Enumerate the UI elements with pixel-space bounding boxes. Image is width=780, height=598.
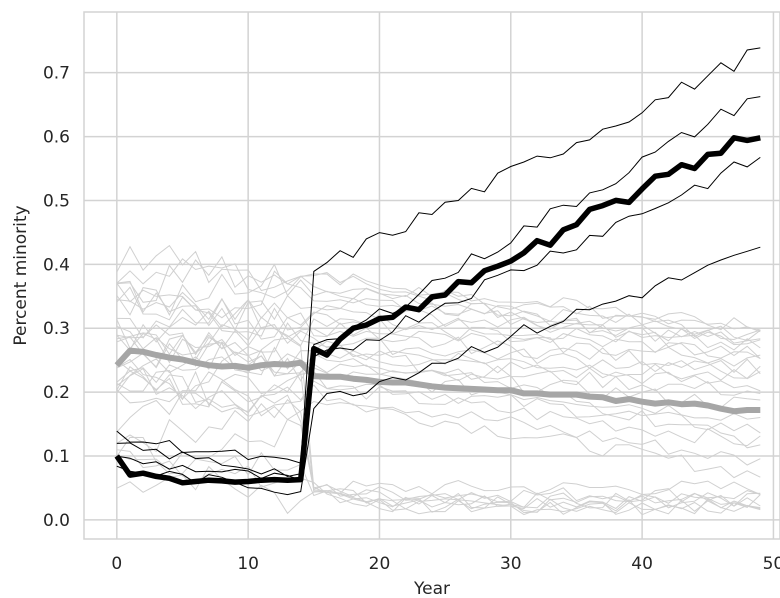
black-individual-line bbox=[116, 96, 761, 478]
light-series-line bbox=[116, 280, 761, 346]
light-series-line bbox=[116, 319, 761, 379]
black-individual-line bbox=[116, 246, 761, 496]
y-tick-label: 0.1 bbox=[43, 447, 70, 467]
x-tick-label: 30 bbox=[500, 554, 522, 574]
y-tick-labels: 0.0 0.1 0.2 0.3 0.4 0.5 0.6 0.7 bbox=[43, 64, 70, 531]
light-series-line bbox=[116, 244, 761, 360]
light-series-line bbox=[116, 436, 761, 510]
light-series-line bbox=[116, 391, 761, 496]
light-series-line bbox=[116, 282, 761, 344]
light-series-line bbox=[116, 368, 761, 447]
gray-mean-series bbox=[114, 347, 761, 415]
x-tick-labels: 0 10 20 30 40 50 bbox=[111, 554, 780, 574]
y-tick-label: 0.3 bbox=[43, 319, 70, 339]
light-series-line bbox=[116, 324, 761, 381]
y-tick-label: 0.0 bbox=[43, 511, 70, 531]
y-tick-label: 0.4 bbox=[43, 255, 70, 275]
light-series-line bbox=[116, 418, 761, 509]
light-series-line bbox=[116, 365, 761, 466]
x-tick-label: 50 bbox=[763, 554, 780, 574]
light-series-line bbox=[116, 398, 761, 503]
light-series-line bbox=[116, 358, 761, 509]
y-tick-label: 0.6 bbox=[43, 128, 70, 148]
y-tick-label: 0.7 bbox=[43, 64, 70, 84]
x-tick-label: 40 bbox=[631, 554, 653, 574]
light-series-group bbox=[116, 244, 761, 516]
light-series-line bbox=[116, 258, 761, 333]
light-series-line bbox=[116, 263, 761, 341]
light-series-line bbox=[116, 337, 761, 515]
light-series-line bbox=[116, 316, 761, 375]
light-series-line bbox=[116, 299, 761, 367]
y-tick-label: 0.5 bbox=[43, 191, 70, 211]
black-individual-line bbox=[116, 47, 761, 464]
y-axis-label: Percent minority bbox=[11, 205, 31, 345]
x-tick-label: 20 bbox=[369, 554, 391, 574]
x-axis-label: Year bbox=[413, 579, 450, 598]
grid-lines bbox=[84, 12, 780, 539]
black-individual-line bbox=[116, 156, 761, 481]
light-series-line bbox=[116, 291, 761, 351]
x-tick-label: 10 bbox=[237, 554, 259, 574]
y-tick-label: 0.2 bbox=[43, 383, 70, 403]
black-individual-series-group bbox=[116, 47, 761, 496]
light-series-line bbox=[116, 324, 761, 449]
light-series-line bbox=[116, 370, 761, 434]
x-tick-label: 0 bbox=[111, 554, 122, 574]
plot-frame bbox=[83, 11, 780, 540]
black-mean-series bbox=[114, 135, 761, 486]
light-series-line bbox=[116, 371, 761, 479]
black-mean-line bbox=[114, 135, 761, 486]
gray-mean-line bbox=[114, 347, 761, 415]
light-series-line bbox=[116, 270, 761, 341]
